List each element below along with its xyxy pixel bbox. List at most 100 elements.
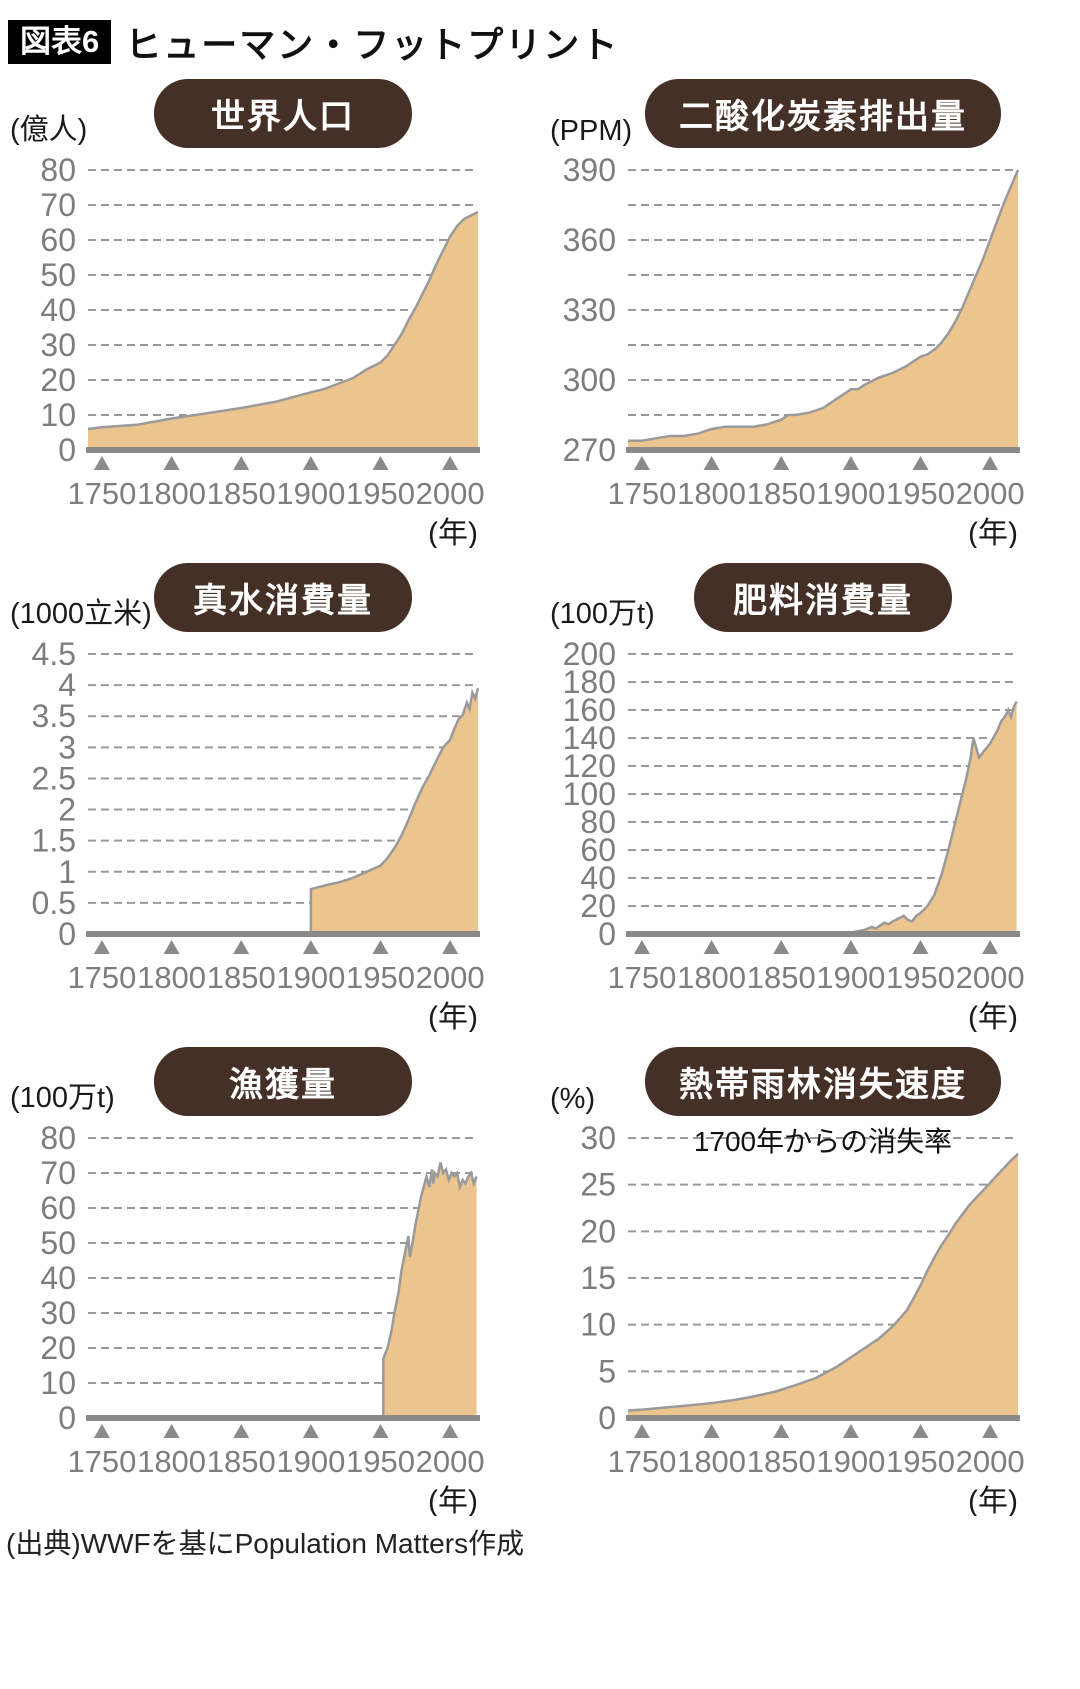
svg-text:80: 80 [40,152,76,188]
svg-text:390: 390 [563,152,616,188]
svg-text:1900: 1900 [276,1444,345,1479]
rainforest-loss-chart: 1750 1800 1850 1900 1950 2000 0 5 10 15 20 25 30 (年) [580,1120,1025,1516]
svg-text:70: 70 [40,1155,76,1191]
svg-text:50: 50 [40,1225,76,1261]
svg-text:200: 200 [563,636,616,672]
fertilizer-use-chart: 1750 1800 1850 1900 1950 20000204060801001201… [563,636,1025,1032]
chart-panel-fish-catch: (100万t) 漁獲量 1750 1800 1850 1900 1950 2000 0 10 2… [0,1046,540,1516]
chart-panel-fertilizer-use: (100万t) 肥料消費量 1750 1800 1850 1900 1950 2000 0 2… [540,562,1080,1032]
unit-label: (PPM) [550,115,633,147]
svg-text:1800: 1800 [677,476,746,511]
svg-text:1750: 1750 [607,476,676,511]
svg-text:300: 300 [563,362,616,398]
svg-text:1850: 1850 [207,1444,276,1479]
svg-text:1.5: 1.5 [32,823,76,859]
svg-text:1: 1 [58,854,76,890]
svg-text:270: 270 [563,432,616,468]
svg-text:10: 10 [40,397,76,433]
unit-label: (億人) [10,114,88,146]
svg-text:40: 40 [580,860,616,896]
svg-text:1800: 1800 [137,960,206,995]
chart-panel-co2-emissions: (PPM) 二酸化炭素排出量 1750 1800 1850 1900 1950 2000 2… [540,78,1080,548]
svg-text:1800: 1800 [677,1444,746,1479]
figure-header: 図表6 ヒューマン・フットプリント [0,12,1080,78]
svg-text:60: 60 [40,222,76,258]
svg-text:4: 4 [58,667,76,703]
svg-text:1950: 1950 [346,476,415,511]
chart-title-pill: 肥料消費量 [694,563,952,632]
svg-text:2000: 2000 [956,960,1025,995]
source-note: (出典)WWFを基にPopulation Matters作成 [6,1528,525,1559]
co2-emissions-chart: 1750 1800 1850 1900 1950 2000 270 300 330 360 390 (… [563,152,1025,548]
svg-text:180: 180 [563,664,616,700]
svg-text:(年): (年) [968,517,1018,548]
svg-text:2: 2 [58,792,76,828]
svg-text:2.5: 2.5 [32,760,76,796]
chart-grid: (億人) 世界人口 1750 1800 1850 1900 1950 2000 0 10 20 3… [0,78,1080,1516]
svg-text:50: 50 [40,257,76,293]
fish-catch-chart: 1750 1800 1850 1900 1950 2000 0102030405060708… [40,1120,484,1516]
svg-text:1850: 1850 [207,960,276,995]
svg-text:1900: 1900 [276,960,345,995]
chart-title-pill: 真水消費量 [154,563,412,632]
chart-title-pill: 二酸化炭素排出量 [645,79,1001,148]
svg-text:80: 80 [40,1120,76,1156]
svg-text:80: 80 [580,804,616,840]
svg-text:25: 25 [580,1167,616,1203]
figure-number-badge: 図表6 [8,19,112,65]
svg-text:20: 20 [40,1330,76,1366]
svg-text:30: 30 [40,1295,76,1331]
unit-label: (1000立米) [10,598,152,630]
svg-text:(年): (年) [968,1485,1018,1516]
chart-panel-rainforest-loss: (%) 熱帯雨林消失速度 1700年からの消失率 1750 1800 1850 190… [540,1046,1080,1516]
chart-title-pill: 漁獲量 [154,1047,412,1116]
page-title: ヒューマン・フットプリント [125,24,620,65]
svg-text:1950: 1950 [886,476,955,511]
world-population-chart: 1750 1800 1850 1900 1950 2000 0102030405060708… [40,152,485,548]
svg-text:30: 30 [40,327,76,363]
svg-text:1950: 1950 [886,1444,955,1479]
svg-text:0: 0 [58,432,76,468]
chart-title-pill: 世界人口 [154,79,412,148]
svg-text:2000: 2000 [416,476,485,511]
svg-text:4.5: 4.5 [32,636,76,672]
svg-text:1800: 1800 [137,1444,206,1479]
svg-text:1850: 1850 [747,476,816,511]
svg-text:(年): (年) [428,1485,478,1516]
chart-panel-world-population: (億人) 世界人口 1750 1800 1850 1900 1950 2000 0 10 20 3… [0,78,540,548]
svg-text:0: 0 [58,916,76,952]
svg-text:1900: 1900 [816,960,885,995]
svg-text:20: 20 [40,362,76,398]
svg-text:1800: 1800 [137,476,206,511]
svg-text:10: 10 [40,1365,76,1401]
svg-text:1850: 1850 [207,476,276,511]
svg-text:0: 0 [58,1400,76,1436]
svg-text:30: 30 [580,1120,616,1156]
svg-text:2000: 2000 [956,476,1025,511]
svg-text:1750: 1750 [607,960,676,995]
svg-text:60: 60 [580,832,616,868]
svg-text:0.5: 0.5 [32,885,76,921]
svg-text:0: 0 [598,1400,616,1436]
svg-text:1900: 1900 [816,476,885,511]
freshwater-use-chart: 1750 1800 1850 1900 1950 2000 00.511.522.533.5… [32,636,485,1032]
svg-text:2000: 2000 [956,1444,1025,1479]
svg-text:(年): (年) [428,1001,478,1032]
svg-text:70: 70 [40,187,76,223]
svg-text:(年): (年) [968,1001,1018,1032]
svg-text:15: 15 [580,1260,616,1296]
svg-text:0: 0 [598,916,616,952]
svg-text:(年): (年) [428,517,478,548]
unit-label: (100万t) [10,1082,115,1114]
svg-text:160: 160 [563,692,616,728]
svg-text:330: 330 [563,292,616,328]
svg-text:1750: 1750 [67,476,136,511]
svg-text:60: 60 [40,1190,76,1226]
svg-text:40: 40 [40,292,76,328]
svg-text:20: 20 [580,1213,616,1249]
svg-text:1950: 1950 [346,1444,415,1479]
svg-text:120: 120 [563,748,616,784]
svg-text:2000: 2000 [416,960,485,995]
svg-text:1900: 1900 [276,476,345,511]
